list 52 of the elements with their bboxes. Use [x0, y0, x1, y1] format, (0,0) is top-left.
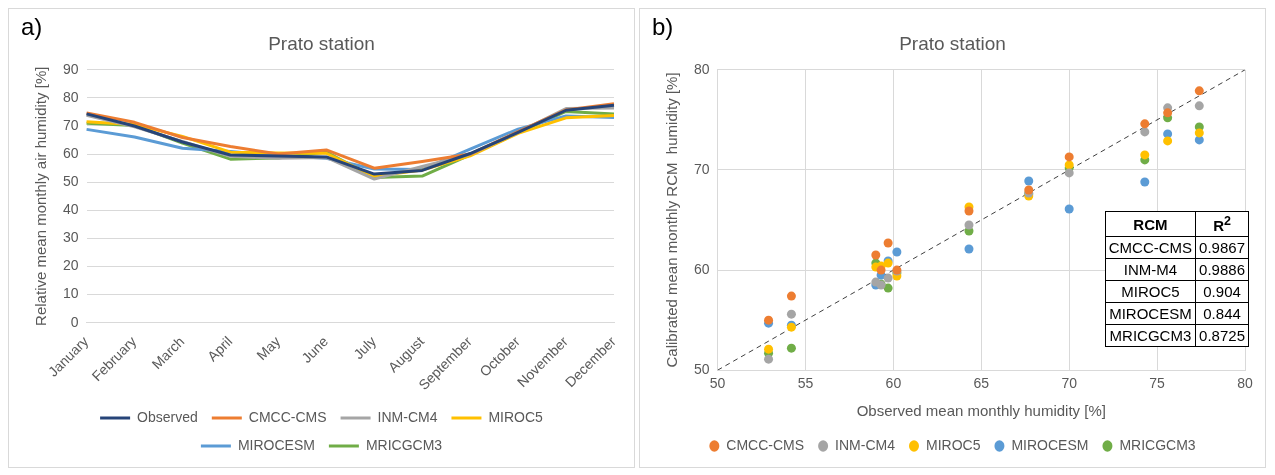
- x-tick-label: 80: [1237, 375, 1253, 392]
- x-tick-label: 50: [709, 375, 726, 392]
- y-tick-label: 30: [62, 229, 79, 246]
- x-tick-label: July: [350, 333, 380, 363]
- annotation: 0.9867: [1195, 236, 1249, 259]
- y-axis-title: Relative mean monthly air humidity [%]: [32, 66, 50, 326]
- y-tick-label: 20: [62, 257, 79, 274]
- x-tick-label: 65: [973, 375, 990, 392]
- annotation: MIROCESM: [1105, 302, 1196, 325]
- x-axis-title: Observed mean monthly humidity [%]: [856, 402, 1106, 420]
- annotation: INM-M4: [1105, 258, 1196, 281]
- annotation: CMCC-CMS: [1105, 236, 1196, 259]
- y-tick-label: 70: [62, 116, 79, 133]
- chart-title: Prato station: [899, 32, 1006, 54]
- y-tick-label: 90: [62, 60, 79, 77]
- chart-title: Prato station: [268, 32, 375, 54]
- annotation: MRICGCM3: [1105, 324, 1196, 347]
- text: b): [652, 13, 674, 41]
- annotation: 0.8725: [1195, 324, 1249, 347]
- annotation: 0.904: [1195, 280, 1249, 303]
- legend-label: MIROCESM: [1011, 436, 1089, 453]
- y-tick-label: 80: [62, 88, 79, 105]
- y-tick-label: 40: [62, 201, 79, 218]
- y-tick-label: 50: [62, 173, 79, 190]
- legend-label: MIROC5: [488, 408, 544, 425]
- legend-label: Observed: [137, 408, 198, 425]
- x-tick-label: 70: [1061, 375, 1078, 392]
- y-axis-title: Calibrated mean monthly RCM humidity [%]: [663, 72, 681, 368]
- y-tick-label: 80: [693, 60, 710, 77]
- legend-label: INM-CM4: [377, 408, 438, 425]
- y-tick-label: 0: [70, 313, 79, 330]
- legend-label: CMCC-CMS: [726, 436, 805, 453]
- legend-label: INM-CM4: [835, 436, 896, 453]
- annotation: RCM: [1105, 211, 1196, 237]
- y-tick-label: 70: [693, 160, 710, 177]
- x-tick-label: 55: [797, 375, 814, 392]
- y-tick-label: 60: [62, 144, 79, 161]
- legend-label: MIROCESM: [237, 436, 315, 453]
- x-tick-label: May: [253, 333, 284, 364]
- legend-label: CMCC-CMS: [248, 408, 327, 425]
- annotation: MIROC5: [1105, 280, 1196, 303]
- legend-label: MRICGCM3: [365, 436, 443, 453]
- legend-label: MRICGCM3: [1119, 436, 1196, 453]
- annotation: R$^{2}$: [1195, 211, 1249, 237]
- annotation: 0.9886: [1195, 258, 1249, 281]
- x-tick-label: 75: [1149, 375, 1166, 392]
- y-tick-label: 60: [693, 260, 710, 277]
- text: a): [21, 13, 43, 41]
- y-tick-label: 10: [62, 285, 79, 302]
- x-tick-label: 60: [885, 375, 902, 392]
- legend-label: MIROC5: [925, 436, 981, 453]
- annotation: 0.844: [1195, 302, 1249, 325]
